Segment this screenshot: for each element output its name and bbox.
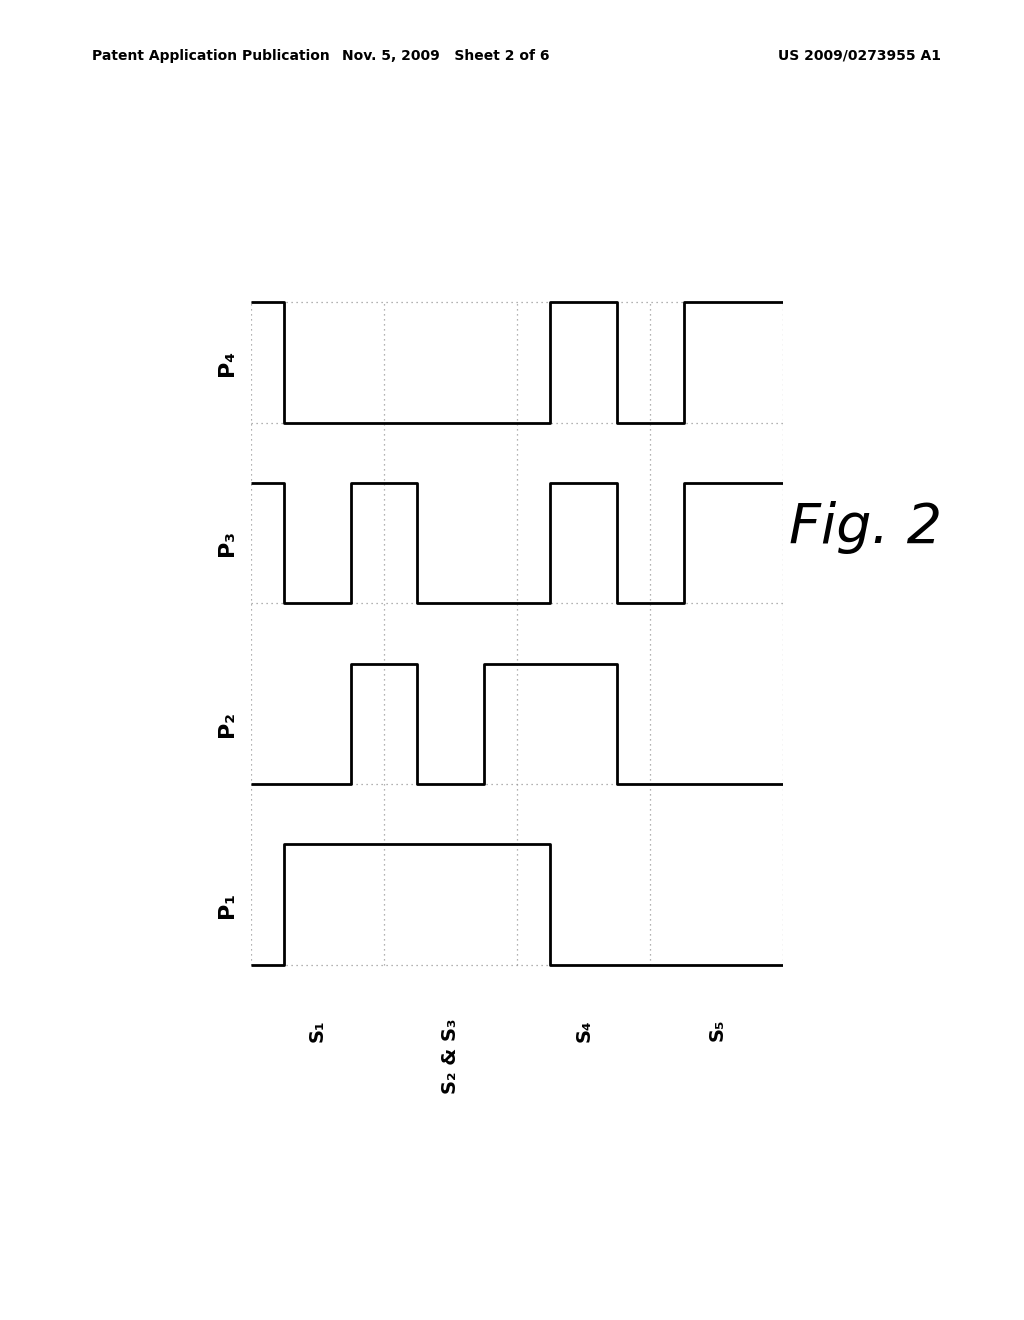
Text: US 2009/0273955 A1: US 2009/0273955 A1 (778, 49, 941, 63)
Text: Fig. 2: Fig. 2 (788, 502, 942, 554)
Text: P₄: P₄ (217, 350, 237, 376)
Text: S₅: S₅ (708, 1019, 726, 1041)
Text: Patent Application Publication: Patent Application Publication (92, 49, 330, 63)
Text: S₄: S₄ (574, 1019, 593, 1041)
Text: P₁: P₁ (217, 891, 237, 917)
Text: S₁: S₁ (308, 1019, 327, 1041)
Text: P₂: P₂ (217, 711, 237, 737)
Text: S₂ & S₃: S₂ & S₃ (441, 1019, 460, 1094)
Text: Nov. 5, 2009   Sheet 2 of 6: Nov. 5, 2009 Sheet 2 of 6 (342, 49, 549, 63)
Text: P₃: P₃ (217, 531, 237, 556)
